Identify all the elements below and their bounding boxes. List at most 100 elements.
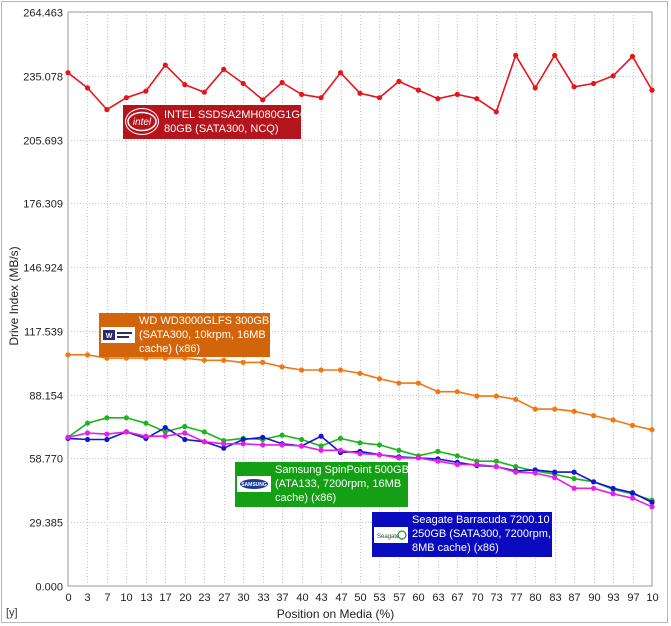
data-point-1 <box>221 357 227 363</box>
data-point-4 <box>318 447 324 453</box>
data-point-1 <box>65 352 71 358</box>
data-point-2 <box>357 440 363 446</box>
data-point-4 <box>201 439 207 445</box>
data-point-0 <box>318 95 324 101</box>
data-point-4 <box>376 452 383 458</box>
data-point-3 <box>162 425 168 431</box>
data-point-3 <box>318 433 324 439</box>
data-point-2 <box>182 423 188 430</box>
corner-label: [y] <box>6 607 18 619</box>
legend-samsung-line-1: Samsung SpinPoint 500GB <box>275 464 409 476</box>
samsung-logo-icon: SAMSUNG <box>237 476 271 492</box>
data-point-0 <box>513 52 519 58</box>
data-point-2 <box>493 458 499 464</box>
y-tick-label: 146.924 <box>23 263 63 275</box>
y-tick-label: 264.463 <box>23 8 63 20</box>
data-point-0 <box>415 87 421 93</box>
data-point-4 <box>493 464 499 470</box>
data-point-2 <box>84 420 91 426</box>
data-point-0 <box>221 66 227 72</box>
svg-text:Seagate: Seagate <box>377 534 400 540</box>
x-tick-label: 63 <box>432 592 444 604</box>
data-point-0 <box>591 80 597 87</box>
data-point-1 <box>240 359 246 365</box>
data-point-0 <box>532 85 538 91</box>
data-point-3 <box>221 445 227 451</box>
data-point-4 <box>65 434 71 440</box>
data-point-4 <box>123 429 129 435</box>
data-point-2 <box>279 432 285 438</box>
data-point-3 <box>104 436 110 443</box>
data-point-2 <box>376 442 383 448</box>
data-point-3 <box>610 485 616 491</box>
svg-text:intel: intel <box>133 117 152 128</box>
data-point-4 <box>162 433 168 439</box>
data-point-0 <box>65 70 71 76</box>
data-point-3 <box>571 469 577 475</box>
data-point-1 <box>84 352 91 358</box>
data-point-4 <box>415 455 421 461</box>
data-point-0 <box>552 52 558 58</box>
data-point-0 <box>454 91 460 97</box>
legend-samsung-line-3: cache) (x86) <box>275 492 337 504</box>
x-tick-label: 57 <box>393 592 405 604</box>
legend-samsung: SAMSUNG Samsung SpinPoint 500GB (ATA133,… <box>235 462 409 507</box>
x-tick-label: 87 <box>568 592 580 604</box>
data-point-3 <box>591 479 597 485</box>
data-point-1 <box>532 406 538 412</box>
data-point-0 <box>104 107 110 113</box>
y-axis-title: Drive Index (MB/s) <box>7 246 21 346</box>
data-point-1 <box>493 393 499 399</box>
data-point-4 <box>279 442 285 448</box>
data-point-2 <box>513 464 519 470</box>
x-tick-label: 70 <box>471 592 483 604</box>
data-point-4 <box>260 442 266 448</box>
data-point-1 <box>649 427 655 433</box>
data-point-0 <box>610 73 616 79</box>
data-point-2 <box>299 436 305 443</box>
x-tick-label: 67 <box>451 592 463 604</box>
data-point-0 <box>162 62 168 68</box>
data-point-0 <box>279 79 285 86</box>
data-point-0 <box>571 84 577 90</box>
data-point-4 <box>610 491 616 497</box>
y-tick-label: 117.539 <box>24 327 63 339</box>
data-point-1 <box>260 359 266 365</box>
y-tick-label: 88.154 <box>29 391 63 403</box>
data-point-4 <box>629 495 636 501</box>
x-tick-label: 17 <box>159 592 171 604</box>
data-point-1 <box>396 380 402 386</box>
data-point-0 <box>649 87 655 93</box>
svg-text:W: W <box>106 333 113 340</box>
data-point-4 <box>240 441 246 447</box>
data-point-0 <box>435 96 441 102</box>
svg-text:SAMSUNG: SAMSUNG <box>241 482 267 488</box>
seagate-logo-icon: Seagate <box>374 527 408 543</box>
data-point-3 <box>260 434 266 440</box>
y-tick-label: 58.770 <box>29 454 63 466</box>
legend-seagate: Seagate Seagate Barracuda 7200.10 250GB … <box>372 512 552 557</box>
data-point-4 <box>591 485 597 491</box>
y-tick-label: 235.078 <box>23 72 63 84</box>
data-point-0 <box>396 78 402 84</box>
x-tick-label: 50 <box>354 592 366 604</box>
x-tick-label: 40 <box>296 592 308 604</box>
data-point-0 <box>143 88 149 94</box>
data-point-1 <box>201 357 207 363</box>
data-point-0 <box>84 85 91 91</box>
data-point-2 <box>454 453 460 459</box>
data-point-4 <box>649 504 655 510</box>
data-point-0 <box>474 96 480 102</box>
legend-wd-line-1: WD WD3000GLFS 300GB <box>139 315 270 327</box>
data-point-4 <box>143 433 149 439</box>
data-point-0 <box>201 89 207 95</box>
data-point-3 <box>629 490 636 496</box>
data-point-4 <box>454 461 460 468</box>
y-tick-label: 0.000 <box>35 582 63 594</box>
data-point-4 <box>84 430 91 436</box>
x-tick-label: 53 <box>373 592 385 604</box>
data-point-1 <box>454 389 460 395</box>
data-point-2 <box>162 429 168 435</box>
data-point-4 <box>337 447 344 453</box>
